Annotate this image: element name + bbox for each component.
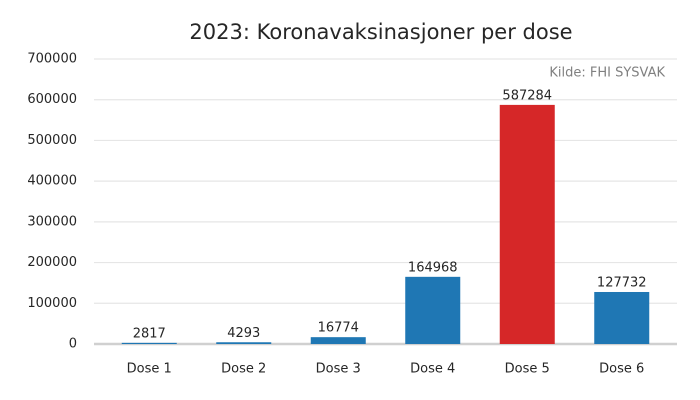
y-tick-label: 0 — [69, 337, 77, 352]
y-tick-label: 200000 — [27, 255, 77, 270]
bar — [216, 342, 272, 344]
x-tick-label: Dose 2 — [221, 362, 266, 377]
y-tick-label: 700000 — [27, 52, 77, 67]
bar — [594, 291, 650, 344]
value-label: 587284 — [502, 88, 552, 103]
value-label: 127732 — [597, 275, 647, 290]
value-label: 164968 — [408, 260, 458, 275]
y-tick-label: 500000 — [27, 133, 77, 148]
bar — [405, 276, 461, 344]
x-tick-label: Dose 6 — [599, 362, 644, 377]
value-label: 4293 — [227, 326, 260, 341]
bar — [499, 104, 555, 345]
x-tick-label: Dose 5 — [505, 362, 550, 377]
bar — [121, 342, 177, 344]
value-label: 16774 — [318, 321, 359, 336]
y-tick-label: 400000 — [27, 174, 77, 189]
y-tick-label: 600000 — [27, 92, 77, 107]
chart-title: 2023: Koronavaksinasjoner per dose — [189, 20, 572, 44]
value-label: 2817 — [133, 326, 166, 341]
x-tick-label: Dose 4 — [410, 362, 455, 377]
x-tick-label: Dose 1 — [127, 362, 172, 377]
x-tick-label: Dose 3 — [316, 362, 361, 377]
bar — [310, 337, 366, 344]
source-annotation: Kilde: FHI SYSVAK — [549, 66, 665, 81]
y-tick-label: 300000 — [27, 214, 77, 229]
y-tick-label: 100000 — [27, 296, 77, 311]
